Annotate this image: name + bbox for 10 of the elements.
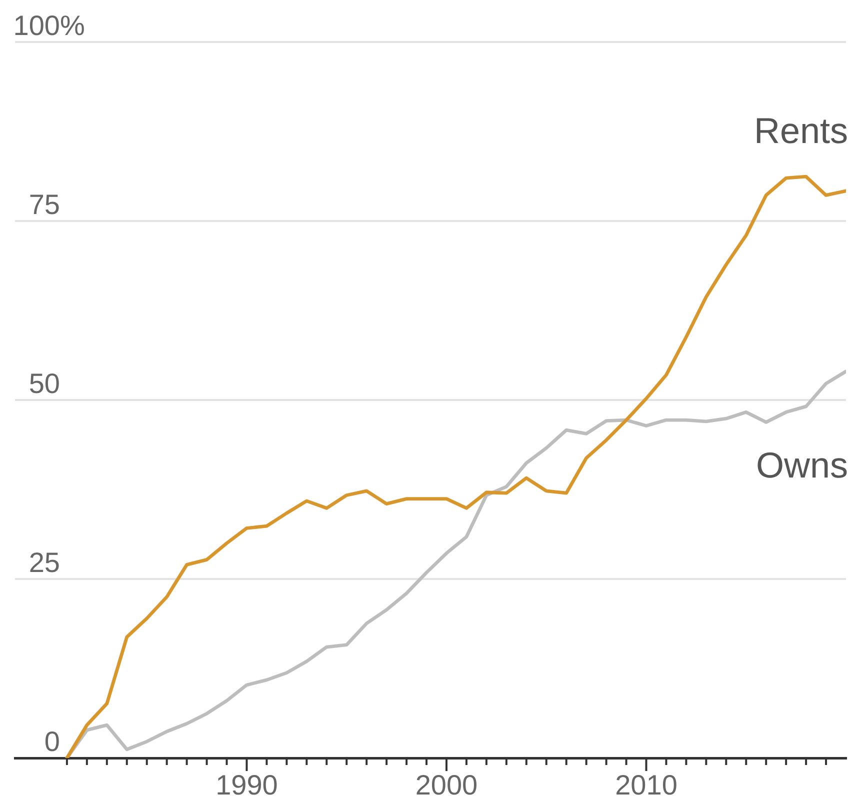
y-tick-label: 50 (28, 368, 60, 399)
y-tick-label: 100% (13, 10, 85, 41)
x-tick-label: 1990 (216, 770, 278, 801)
series-label: Owns (756, 444, 848, 486)
series-label: Rents (754, 110, 848, 151)
x-tick-label: 2000 (415, 770, 478, 801)
y-tick-label: 0 (44, 726, 60, 757)
y-tick-label: 25 (28, 547, 60, 578)
x-tick-label: 2010 (615, 770, 678, 801)
y-tick-label: 75 (28, 189, 60, 220)
